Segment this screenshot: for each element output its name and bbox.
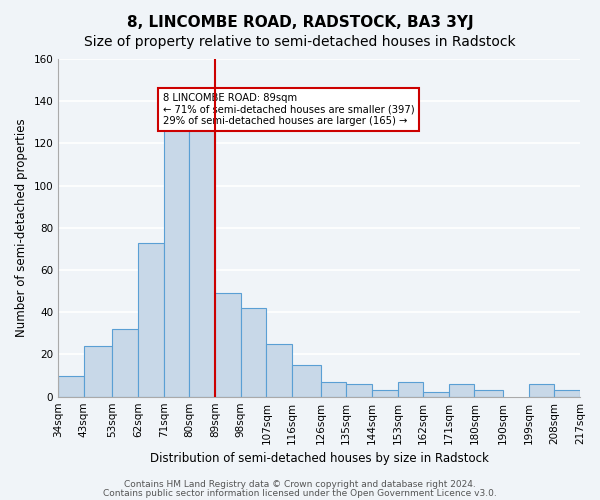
Bar xyxy=(112,329,138,396)
Bar xyxy=(398,382,423,396)
X-axis label: Distribution of semi-detached houses by size in Radstock: Distribution of semi-detached houses by … xyxy=(149,452,488,465)
Bar xyxy=(475,390,503,396)
Bar xyxy=(215,294,241,397)
Bar xyxy=(84,346,112,397)
Text: 8 LINCOMBE ROAD: 89sqm
← 71% of semi-detached houses are smaller (397)
29% of se: 8 LINCOMBE ROAD: 89sqm ← 71% of semi-det… xyxy=(163,93,414,126)
Bar xyxy=(449,384,475,396)
Text: Size of property relative to semi-detached houses in Radstock: Size of property relative to semi-detach… xyxy=(84,35,516,49)
Bar xyxy=(372,390,398,396)
Y-axis label: Number of semi-detached properties: Number of semi-detached properties xyxy=(15,118,28,337)
Bar xyxy=(164,118,190,396)
Bar xyxy=(529,384,554,396)
Text: Contains HM Land Registry data © Crown copyright and database right 2024.: Contains HM Land Registry data © Crown c… xyxy=(124,480,476,489)
Bar xyxy=(138,242,164,396)
Bar xyxy=(266,344,292,397)
Bar xyxy=(241,308,266,396)
Text: Contains public sector information licensed under the Open Government Licence v3: Contains public sector information licen… xyxy=(103,488,497,498)
Bar xyxy=(58,376,84,396)
Bar xyxy=(346,384,372,396)
Bar xyxy=(320,382,346,396)
Bar xyxy=(423,392,449,396)
Bar xyxy=(292,365,320,396)
Bar xyxy=(190,116,215,396)
Bar xyxy=(554,390,580,396)
Text: 8, LINCOMBE ROAD, RADSTOCK, BA3 3YJ: 8, LINCOMBE ROAD, RADSTOCK, BA3 3YJ xyxy=(127,15,473,30)
